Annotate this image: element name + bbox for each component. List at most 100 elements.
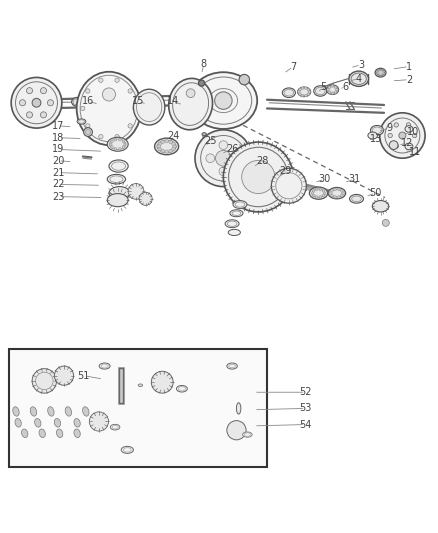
- Ellipse shape: [350, 195, 364, 203]
- Circle shape: [331, 85, 334, 87]
- Ellipse shape: [233, 200, 247, 208]
- Ellipse shape: [314, 86, 327, 96]
- Circle shape: [173, 144, 176, 148]
- Circle shape: [380, 113, 425, 158]
- Circle shape: [334, 188, 336, 191]
- Text: 6: 6: [343, 82, 349, 92]
- Ellipse shape: [74, 429, 80, 438]
- Circle shape: [307, 88, 310, 91]
- Circle shape: [336, 88, 338, 91]
- Ellipse shape: [65, 407, 71, 416]
- Text: 11: 11: [409, 147, 421, 157]
- Circle shape: [32, 99, 41, 107]
- Ellipse shape: [227, 363, 237, 369]
- Circle shape: [172, 142, 175, 146]
- Ellipse shape: [30, 407, 37, 416]
- Circle shape: [304, 87, 307, 90]
- Circle shape: [272, 168, 306, 203]
- Circle shape: [85, 89, 90, 93]
- Circle shape: [111, 140, 113, 143]
- Ellipse shape: [368, 132, 378, 139]
- Text: 26: 26: [226, 143, 238, 154]
- Circle shape: [122, 140, 125, 143]
- Circle shape: [242, 160, 275, 193]
- Ellipse shape: [202, 133, 206, 136]
- Circle shape: [334, 91, 337, 93]
- Text: 21: 21: [52, 168, 64, 177]
- Circle shape: [331, 92, 334, 94]
- Circle shape: [85, 124, 90, 128]
- Ellipse shape: [109, 187, 130, 200]
- Circle shape: [406, 144, 411, 148]
- Ellipse shape: [230, 210, 243, 217]
- Circle shape: [165, 150, 168, 154]
- Text: 24: 24: [167, 131, 179, 141]
- Ellipse shape: [177, 385, 187, 392]
- Ellipse shape: [138, 384, 143, 386]
- Text: 15: 15: [132, 96, 145, 107]
- Circle shape: [331, 194, 333, 197]
- Text: 19: 19: [52, 144, 64, 155]
- Circle shape: [161, 149, 164, 153]
- Circle shape: [158, 142, 162, 146]
- Text: 4: 4: [356, 74, 362, 84]
- Circle shape: [102, 88, 116, 101]
- Circle shape: [169, 140, 172, 143]
- Circle shape: [114, 148, 117, 150]
- Text: 14: 14: [167, 96, 179, 107]
- Circle shape: [40, 87, 46, 94]
- Ellipse shape: [83, 407, 89, 416]
- Circle shape: [133, 106, 138, 111]
- Ellipse shape: [328, 188, 346, 199]
- Circle shape: [312, 194, 315, 197]
- Circle shape: [389, 141, 398, 149]
- Circle shape: [89, 412, 109, 431]
- Circle shape: [311, 192, 314, 195]
- Circle shape: [223, 142, 293, 212]
- Circle shape: [297, 91, 300, 93]
- Text: 29: 29: [279, 166, 292, 176]
- Circle shape: [114, 139, 117, 141]
- Ellipse shape: [21, 429, 28, 438]
- Circle shape: [307, 93, 310, 95]
- Ellipse shape: [309, 187, 328, 199]
- Text: 20: 20: [52, 156, 64, 166]
- Circle shape: [215, 150, 231, 166]
- Circle shape: [301, 94, 304, 97]
- Circle shape: [337, 196, 340, 198]
- Circle shape: [47, 100, 53, 106]
- Circle shape: [394, 123, 399, 127]
- Circle shape: [322, 190, 325, 192]
- Circle shape: [206, 154, 215, 163]
- Circle shape: [323, 192, 326, 195]
- Text: 51: 51: [78, 370, 90, 381]
- Circle shape: [115, 78, 119, 83]
- Ellipse shape: [13, 407, 19, 416]
- Circle shape: [227, 421, 246, 440]
- Circle shape: [32, 369, 57, 393]
- Text: 18: 18: [52, 133, 64, 143]
- Circle shape: [239, 75, 250, 85]
- Circle shape: [388, 133, 392, 138]
- Text: 17: 17: [52, 121, 64, 131]
- Circle shape: [195, 130, 252, 187]
- Ellipse shape: [77, 72, 141, 145]
- Circle shape: [81, 106, 85, 111]
- Text: 31: 31: [348, 174, 360, 184]
- Circle shape: [169, 149, 172, 153]
- Circle shape: [312, 190, 315, 192]
- Circle shape: [322, 194, 325, 197]
- Text: 13: 13: [370, 134, 382, 144]
- Circle shape: [26, 112, 32, 118]
- Ellipse shape: [99, 363, 110, 369]
- Circle shape: [299, 93, 301, 95]
- Ellipse shape: [155, 138, 179, 155]
- Ellipse shape: [405, 126, 413, 132]
- Circle shape: [329, 192, 332, 195]
- Circle shape: [128, 183, 144, 199]
- Text: 10: 10: [407, 127, 420, 137]
- Circle shape: [110, 143, 112, 146]
- Circle shape: [413, 133, 417, 138]
- Circle shape: [340, 190, 343, 192]
- Text: 28: 28: [257, 156, 269, 166]
